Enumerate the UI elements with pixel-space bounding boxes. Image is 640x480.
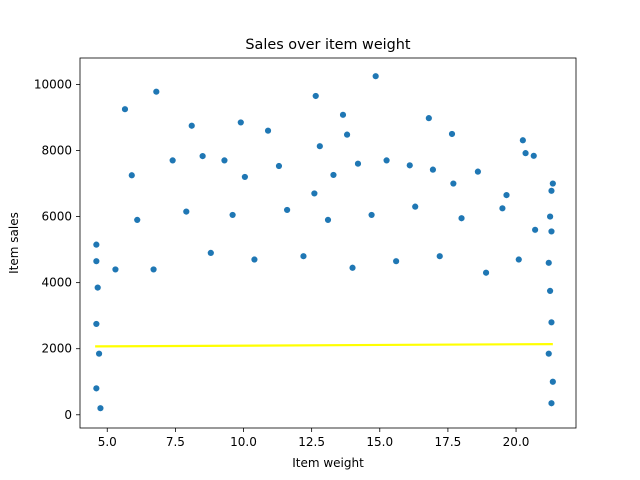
- trendline: [95, 342, 553, 348]
- x-axis: 5.0 7.5 10.0 12.5 15.0 17.5 20.0: [98, 428, 530, 449]
- data-point: [241, 173, 249, 181]
- data-point: [457, 214, 466, 222]
- x-tick-label: 10.0: [230, 435, 257, 449]
- y-axis: 0 2000 4000 6000 8000 10000: [34, 77, 80, 422]
- data-point: [482, 269, 490, 277]
- data-point: [92, 240, 101, 249]
- data-point: [474, 167, 482, 176]
- data-point: [546, 212, 554, 221]
- trendline-layer: [95, 342, 553, 348]
- data-point: [547, 227, 556, 236]
- y-tick-label: 8000: [41, 144, 72, 158]
- data-point: [531, 226, 539, 234]
- data-point: [549, 378, 557, 386]
- data-point: [367, 211, 376, 219]
- data-point: [547, 187, 556, 195]
- data-point: [547, 318, 556, 326]
- data-point: [283, 206, 291, 214]
- data-point: [519, 136, 527, 144]
- data-point: [188, 122, 196, 130]
- x-tick-label: 15.0: [366, 435, 393, 449]
- data-point: [354, 160, 362, 168]
- data-point: [94, 283, 102, 292]
- x-tick-label: 17.5: [435, 435, 462, 449]
- plot-area-frame: [79, 57, 577, 429]
- data-point: [545, 349, 553, 358]
- data-point: [312, 92, 320, 100]
- data-point: [348, 264, 357, 272]
- data-point: [324, 216, 332, 224]
- data-point: [207, 249, 215, 257]
- x-tick-label: 12.5: [298, 435, 325, 449]
- data-point: [310, 189, 319, 198]
- y-tick-label: 0: [64, 408, 72, 422]
- data-point: [182, 207, 190, 216]
- data-point: [228, 211, 237, 219]
- data-point: [128, 171, 136, 179]
- data-point: [546, 287, 554, 295]
- y-tick-label: 6000: [41, 210, 72, 224]
- data-point: [92, 257, 101, 265]
- data-point: [316, 142, 324, 150]
- data-point: [429, 165, 437, 174]
- data-point: [111, 265, 120, 274]
- data-point: [436, 252, 444, 260]
- data-point: [382, 156, 391, 165]
- data-point: [264, 126, 272, 135]
- data-point: [515, 255, 523, 264]
- data-point: [92, 384, 101, 393]
- data-point: [411, 202, 419, 211]
- data-point: [96, 404, 105, 412]
- data-points: [92, 72, 557, 412]
- y-tick-label: 10000: [34, 77, 72, 91]
- data-point: [392, 257, 400, 265]
- data-point: [371, 72, 380, 80]
- x-axis-label: Item weight: [292, 456, 364, 470]
- y-axis-label: Item sales: [7, 212, 21, 274]
- data-point: [339, 111, 347, 119]
- data-point: [343, 130, 351, 139]
- data-point: [152, 87, 161, 96]
- data-point: [547, 399, 556, 407]
- data-point: [237, 118, 245, 127]
- data-point: [149, 265, 158, 274]
- y-tick-label: 4000: [41, 276, 72, 290]
- data-point: [329, 171, 338, 179]
- data-point: [449, 179, 458, 188]
- data-point: [502, 191, 511, 199]
- data-point: [448, 130, 456, 138]
- data-point: [220, 156, 229, 165]
- data-point: [133, 216, 141, 224]
- data-point: [250, 255, 259, 264]
- data-point: [545, 259, 553, 267]
- x-tick-label: 7.5: [166, 435, 185, 449]
- x-tick-label: 20.0: [503, 435, 530, 449]
- data-point: [121, 105, 129, 113]
- data-point: [299, 252, 308, 260]
- x-tick-label: 5.0: [98, 435, 117, 449]
- data-point: [530, 152, 538, 160]
- data-point: [95, 349, 103, 358]
- data-point: [168, 156, 177, 165]
- data-point: [425, 114, 433, 122]
- y-tick-label: 2000: [41, 342, 72, 356]
- chart-title: Sales over item weight: [245, 37, 411, 53]
- data-point: [406, 161, 414, 170]
- data-point: [198, 152, 207, 160]
- data-point: [275, 162, 283, 170]
- data-point: [549, 179, 557, 188]
- data-point: [521, 149, 530, 157]
- data-point: [498, 204, 507, 213]
- data-point: [92, 320, 101, 328]
